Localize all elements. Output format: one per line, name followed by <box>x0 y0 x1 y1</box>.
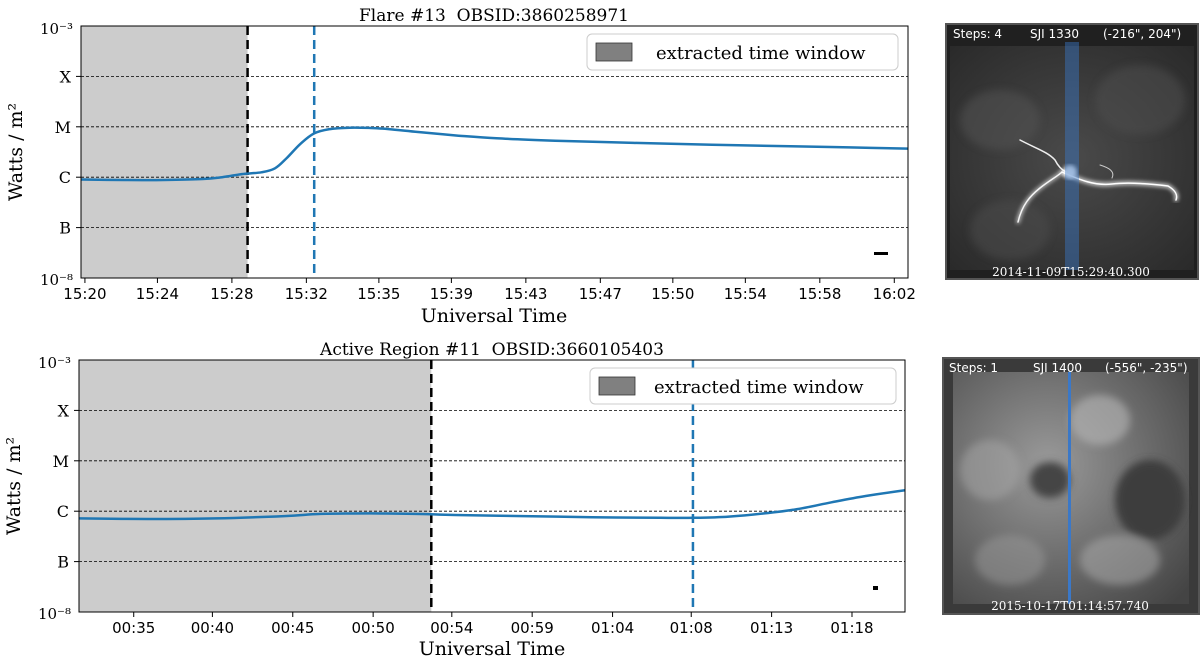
legend-swatch <box>595 42 633 62</box>
x-tick-label: 15:58 <box>798 285 841 303</box>
x-ticks: 00:35 00:40 00:45 00:50 00:54 00:59 01:04 01:08… <box>112 612 874 637</box>
y-tick-label: M <box>55 118 71 137</box>
plot-frame <box>80 25 909 279</box>
flare-chart-panel: 15:20 15:24 15:28 15:32 15:35 15:39 15:43 15:47… <box>5 6 916 327</box>
x-tick-label: 01:18 <box>830 619 873 637</box>
x-tick-label: 15:24 <box>136 285 179 303</box>
timestamp-label: 2014-11-09T15:29:40.300 <box>992 265 1150 279</box>
legend: extracted time window <box>589 367 897 405</box>
x-tick-label: 00:50 <box>352 619 395 637</box>
x-tick-label: 15:32 <box>285 285 328 303</box>
flux-line <box>80 126 909 182</box>
x-tick-label: 15:50 <box>651 285 694 303</box>
y-axis-label: Watts / m² <box>5 103 27 201</box>
x-tick-label: 01:13 <box>750 619 793 637</box>
y-ticks: X M C B <box>53 401 79 572</box>
x-tick-label: 15:20 <box>63 285 106 303</box>
steps-label: Steps: 4 <box>953 27 1002 41</box>
sji-image-2: Steps: 1 SJI 1400 (-556", -235") 2015-10… <box>942 357 1200 615</box>
slit-overlay <box>1065 42 1079 270</box>
x-ticks: 15:20 15:24 15:28 15:32 15:35 15:39 15:43 15:47… <box>63 278 916 303</box>
x-tick-label: 00:59 <box>511 619 554 637</box>
coords-label: (-556", -235") <box>1105 361 1188 375</box>
y-axis-label: Watts / m² <box>3 437 25 535</box>
plot-frame <box>78 359 906 613</box>
x-tick-label: 00:45 <box>271 619 314 637</box>
y-tick-label: B <box>59 219 71 238</box>
y-tick-label: X <box>60 67 72 86</box>
active-region-chart-panel: 00:35 00:40 00:45 00:50 00:54 00:59 01:04 01:08… <box>3 340 906 659</box>
sji-label: SJI 1330 <box>1030 27 1079 41</box>
x-axis-label: Universal Time <box>421 305 568 327</box>
scale-marker <box>873 586 878 590</box>
y-tick-label: C <box>59 168 71 187</box>
steps-label: Steps: 1 <box>949 361 998 375</box>
grid-lines <box>79 409 905 562</box>
x-tick-label: 15:54 <box>724 285 767 303</box>
scale-marker <box>874 252 888 255</box>
sji-label: SJI 1400 <box>1033 361 1082 375</box>
x-tick-label: 15:47 <box>579 285 622 303</box>
y-top-label: 10⁻³ <box>40 20 73 38</box>
flare-ribbons <box>1016 139 1179 224</box>
y-bottom-label: 10⁻⁸ <box>40 271 73 289</box>
coords-label: (-216", 204") <box>1103 27 1181 41</box>
chart-title: Flare #13 OBSID:3860258971 <box>359 6 629 26</box>
x-tick-label: 15:43 <box>504 285 547 303</box>
x-tick-label: 15:35 <box>357 285 400 303</box>
shaded-time-window <box>81 26 248 278</box>
x-tick-label: 01:08 <box>670 619 713 637</box>
y-tick-label: X <box>58 401 70 420</box>
shaded-time-window <box>79 360 432 612</box>
x-tick-label: 00:40 <box>191 619 234 637</box>
sji-image-1: Steps: 4 SJI 1330 (-216", 204") 2014-11-… <box>945 23 1199 280</box>
y-bottom-label: 10⁻⁸ <box>38 605 71 623</box>
slit-overlay <box>1068 372 1071 604</box>
x-tick-label: 15:28 <box>210 285 253 303</box>
y-ticks: X M C B <box>55 67 81 238</box>
x-tick-label: 16:02 <box>873 285 916 303</box>
legend: extracted time window <box>586 33 899 71</box>
y-tick-label: M <box>53 452 69 471</box>
y-tick-label: B <box>57 553 69 572</box>
x-axis-label: Universal Time <box>419 638 566 659</box>
y-top-label: 10⁻³ <box>38 354 71 372</box>
x-tick-label: 01:04 <box>591 619 634 637</box>
chart-title: Active Region #11 OBSID:3660105403 <box>319 340 664 360</box>
legend-label: extracted time window <box>654 377 864 398</box>
timestamp-label: 2015-10-17T01:14:57.740 <box>991 599 1149 613</box>
legend-swatch <box>598 376 636 396</box>
y-tick-label: C <box>57 502 69 521</box>
x-tick-label: 00:54 <box>430 619 473 637</box>
legend-label: extracted time window <box>656 43 866 64</box>
x-tick-label: 00:35 <box>112 619 155 637</box>
x-tick-label: 15:39 <box>430 285 473 303</box>
flux-line <box>78 489 906 521</box>
